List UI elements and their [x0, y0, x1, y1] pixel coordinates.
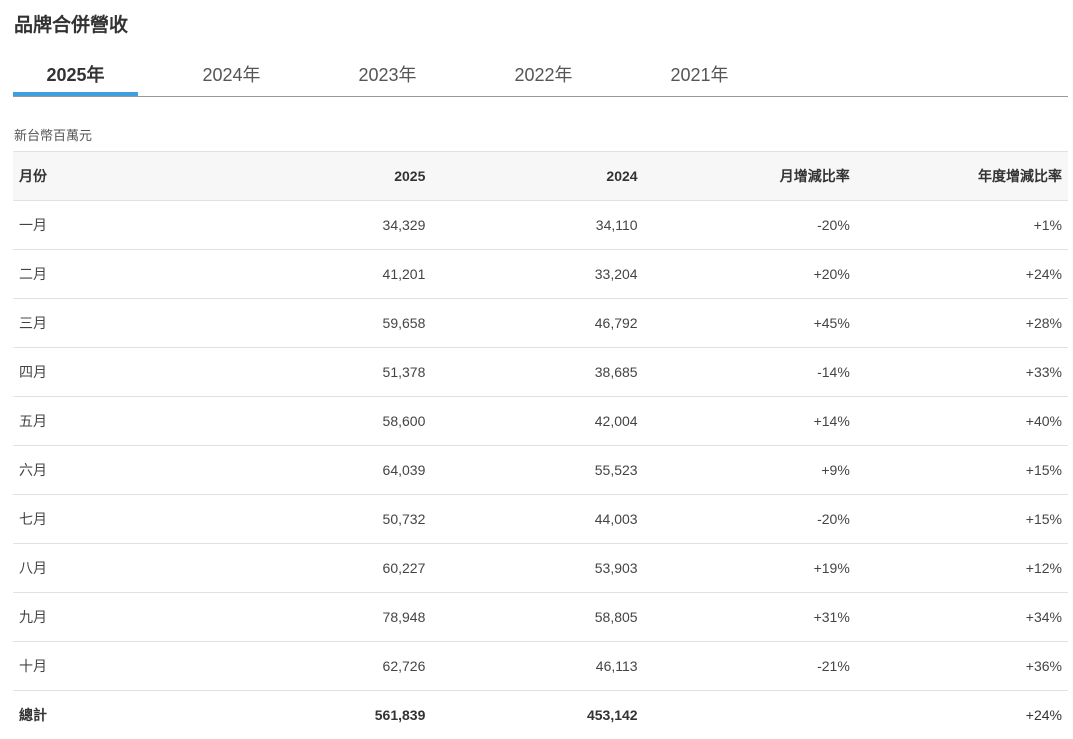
total-2024: 453,142 [431, 691, 643, 739]
cell-2024: 34,110 [431, 201, 643, 250]
cell-month: 五月 [13, 397, 219, 446]
tab-2022[interactable]: 2022年 [481, 56, 606, 96]
cell-2024: 53,903 [431, 544, 643, 593]
cell-2024: 33,204 [431, 250, 643, 299]
cell-yoy-change: +15% [856, 446, 1068, 495]
cell-month: 二月 [13, 250, 219, 299]
cell-2025: 78,948 [219, 593, 431, 642]
total-2025: 561,839 [219, 691, 431, 739]
cell-2024: 58,805 [431, 593, 643, 642]
cell-2025: 50,732 [219, 495, 431, 544]
header-2025: 2025 [219, 152, 431, 201]
total-mom-change [644, 691, 856, 739]
header-yoy-change: 年度增減比率 [856, 152, 1068, 201]
header-2024: 2024 [431, 152, 643, 201]
cell-2025: 41,201 [219, 250, 431, 299]
cell-2025: 62,726 [219, 642, 431, 691]
cell-mom-change: -20% [644, 201, 856, 250]
cell-yoy-change: +40% [856, 397, 1068, 446]
cell-yoy-change: +1% [856, 201, 1068, 250]
cell-mom-change: +9% [644, 446, 856, 495]
total-yoy-change: +24% [856, 691, 1068, 739]
cell-month: 八月 [13, 544, 219, 593]
cell-month: 三月 [13, 299, 219, 348]
unit-label: 新台幣百萬元 [14, 125, 92, 144]
cell-2025: 58,600 [219, 397, 431, 446]
cell-2024: 44,003 [431, 495, 643, 544]
cell-mom-change: +19% [644, 544, 856, 593]
cell-2024: 46,792 [431, 299, 643, 348]
cell-month: 六月 [13, 446, 219, 495]
tab-2023[interactable]: 2023年 [325, 56, 450, 96]
cell-month: 九月 [13, 593, 219, 642]
cell-yoy-change: +15% [856, 495, 1068, 544]
cell-yoy-change: +34% [856, 593, 1068, 642]
cell-2024: 42,004 [431, 397, 643, 446]
cell-yoy-change: +28% [856, 299, 1068, 348]
cell-2024: 38,685 [431, 348, 643, 397]
cell-2024: 55,523 [431, 446, 643, 495]
page-title: 品牌合併營收 [14, 10, 128, 37]
cell-2025: 51,378 [219, 348, 431, 397]
cell-mom-change: +31% [644, 593, 856, 642]
cell-mom-change: +20% [644, 250, 856, 299]
cell-mom-change: -20% [644, 495, 856, 544]
cell-mom-change: +14% [644, 397, 856, 446]
tab-2025[interactable]: 2025年 [13, 56, 138, 96]
cell-2025: 64,039 [219, 446, 431, 495]
cell-yoy-change: +24% [856, 250, 1068, 299]
cell-yoy-change: +36% [856, 642, 1068, 691]
cell-mom-change: +45% [644, 299, 856, 348]
cell-2025: 60,227 [219, 544, 431, 593]
cell-month: 一月 [13, 201, 219, 250]
year-tabs: 2025年 2024年 2023年 2022年 2021年 [13, 56, 1068, 97]
cell-mom-change: -21% [644, 642, 856, 691]
header-month: 月份 [13, 152, 219, 201]
cell-yoy-change: +12% [856, 544, 1068, 593]
tab-2021[interactable]: 2021年 [637, 56, 762, 96]
cell-2025: 34,329 [219, 201, 431, 250]
tab-2024[interactable]: 2024年 [169, 56, 294, 96]
header-mom-change: 月增減比率 [644, 152, 856, 201]
cell-mom-change: -14% [644, 348, 856, 397]
cell-yoy-change: +33% [856, 348, 1068, 397]
cell-month: 十月 [13, 642, 219, 691]
cell-2024: 46,113 [431, 642, 643, 691]
cell-month: 四月 [13, 348, 219, 397]
cell-2025: 59,658 [219, 299, 431, 348]
cell-month: 七月 [13, 495, 219, 544]
total-month: 總計 [13, 691, 219, 739]
